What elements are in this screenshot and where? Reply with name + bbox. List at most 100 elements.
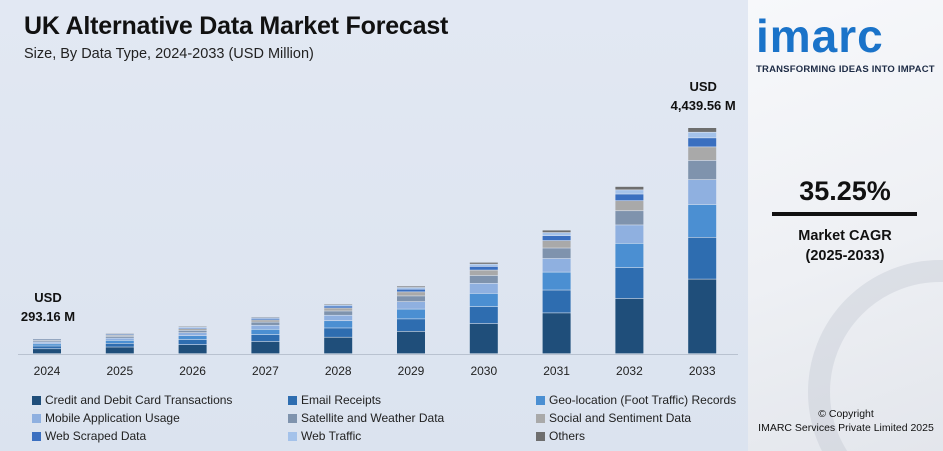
bar-segment-2030-3 (469, 283, 498, 294)
bar-segment-2031-0 (542, 313, 571, 354)
bar-segment-2032-4 (615, 211, 644, 225)
bar-2031 (542, 230, 571, 354)
bar-segment-2031-8 (542, 230, 571, 233)
brand-logo: imarc TRANSFORMING IDEAS INTO IMPACT (756, 8, 936, 75)
bar-2032 (615, 186, 644, 354)
bar-segment-2030-5 (469, 270, 498, 276)
bar-segment-2032-5 (615, 201, 644, 211)
bar-segment-2029-1 (397, 319, 425, 332)
bar-segment-2025-2 (105, 340, 134, 344)
bar-segment-2027-0 (251, 341, 280, 354)
bar-segment-2028-0 (324, 337, 353, 354)
bar-segment-2025-1 (105, 343, 134, 347)
cagr-divider (772, 212, 917, 216)
legend-swatch (32, 432, 41, 441)
legend-label: Email Receipts (301, 393, 382, 407)
x-tick-label: 2033 (689, 364, 716, 378)
bar-segment-2024-4 (33, 341, 61, 342)
bar-segment-2026-4 (178, 330, 207, 333)
bar-segment-2030-1 (469, 306, 498, 324)
stacked-bar-chart: 2024 2025 2026 2027 2028 2029 2030 2031 2032 2033… (18, 79, 738, 378)
bar-segment-2029-0 (397, 331, 425, 354)
x-tick-label: 2027 (252, 364, 279, 378)
legend-label: Credit and Debit Card Transactions (45, 393, 233, 407)
legend-label: Web Traffic (301, 429, 362, 443)
legend-swatch (536, 396, 545, 405)
bar-segment-2024-3 (33, 342, 61, 344)
bar-2025 (105, 333, 134, 354)
copyright-notice: © Copyright IMARC Services Private Limit… (752, 407, 940, 435)
bar-segment-2025-0 (105, 347, 134, 354)
bar-segment-2026-2 (178, 335, 207, 340)
copyright-line: © Copyright (818, 408, 874, 420)
bar-segment-2024-2 (33, 344, 61, 346)
legend-label: Others (549, 429, 586, 443)
cagr-value: 35.25% (799, 176, 891, 206)
bar-segment-2032-7 (615, 190, 644, 194)
data-label-line2: 4,439.56 M (671, 98, 736, 113)
bar-segment-2026-1 (178, 339, 207, 345)
bar-segment-2028-4 (324, 311, 353, 315)
bar-segment-2029-4 (397, 296, 425, 302)
bar-segment-2031-7 (542, 232, 571, 236)
legend-label: Social and Sentiment Data (549, 411, 692, 425)
legend-item: Email Receipts (288, 393, 381, 407)
bar-segment-2031-6 (542, 235, 571, 241)
bar-segment-2030-7 (469, 264, 498, 267)
bar-segment-2028-1 (324, 328, 353, 337)
bar-2033 (688, 128, 717, 354)
bar-segment-2027-4 (251, 322, 280, 325)
legend-item: Web Traffic (288, 429, 361, 443)
legend-label: Satellite and Weather Data (301, 411, 445, 425)
bar-segment-2032-8 (615, 186, 644, 190)
bar-segment-2033-3 (688, 179, 717, 205)
cagr-label: Market CAGR (798, 228, 892, 244)
bar-segment-2025-3 (105, 338, 134, 341)
copyright-company: IMARC Services Private Limited 2025 (758, 422, 934, 434)
bar-segment-2028-6 (324, 306, 353, 308)
legend-swatch (32, 414, 41, 423)
bar-segment-2031-5 (542, 240, 571, 248)
legend-item: Social and Sentiment Data (536, 411, 691, 425)
x-tick-label: 2028 (325, 364, 352, 378)
bar-segment-2027-3 (251, 325, 280, 330)
bar-segment-2028-5 (324, 308, 353, 311)
legend-swatch (536, 414, 545, 423)
bar-segment-2029-2 (397, 309, 425, 319)
logo-text: imarc (756, 10, 884, 62)
legend-swatch (536, 432, 545, 441)
chart-subtitle: Size, By Data Type, 2024-2033 (USD Milli… (24, 46, 314, 62)
bar-segment-2027-2 (251, 329, 280, 335)
bar-segment-2029-3 (397, 301, 425, 309)
bar-segment-2031-1 (542, 290, 571, 313)
legend-item: Others (536, 429, 585, 443)
bar-2024 (33, 339, 61, 354)
bar-segment-2032-3 (615, 225, 644, 244)
bar-segment-2032-0 (615, 298, 644, 354)
bar-segment-2029-5 (397, 292, 425, 296)
legend-swatch (288, 396, 297, 405)
bar-segment-2029-7 (397, 287, 425, 289)
legend-item: Mobile Application Usage (32, 411, 180, 425)
cagr-period: (2025-2033) (805, 248, 885, 264)
bar-segment-2026-5 (178, 329, 207, 331)
x-tick-label: 2031 (543, 364, 570, 378)
legend-label: Mobile Application Usage (45, 411, 180, 425)
bar-segment-2033-8 (688, 128, 717, 132)
bar-segment-2031-2 (542, 272, 571, 290)
bar-segment-2027-6 (251, 318, 280, 320)
bar-segment-2026-0 (178, 344, 207, 354)
bar-segment-2033-2 (688, 204, 717, 238)
bar-segment-2033-6 (688, 138, 717, 147)
bar-segment-2030-0 (469, 323, 498, 354)
bar-segment-2033-5 (688, 147, 717, 161)
bar-segment-2032-1 (615, 267, 644, 299)
data-label-line1: USD (689, 79, 716, 94)
bar-segment-2024-0 (33, 349, 61, 354)
bar-segment-2030-6 (469, 266, 498, 270)
legend-label: Geo-location (Foot Traffic) Records (549, 393, 737, 407)
bar-segment-2029-8 (397, 286, 425, 288)
bar-2027 (251, 317, 280, 354)
bar-segment-2026-3 (178, 332, 207, 336)
bar-segment-2028-7 (324, 305, 353, 306)
